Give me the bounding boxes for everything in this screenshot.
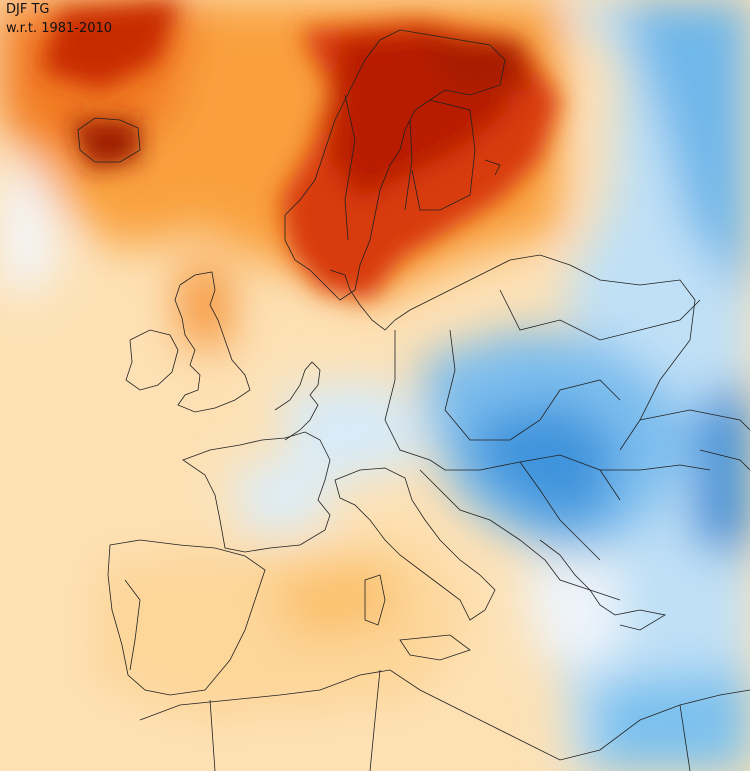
anomaly-core <box>40 0 560 300</box>
reference-period-label: w.r.t. 1981-2010 <box>6 21 113 36</box>
country-borders <box>77 29 750 771</box>
variable-label: DJF TG <box>6 2 50 17</box>
